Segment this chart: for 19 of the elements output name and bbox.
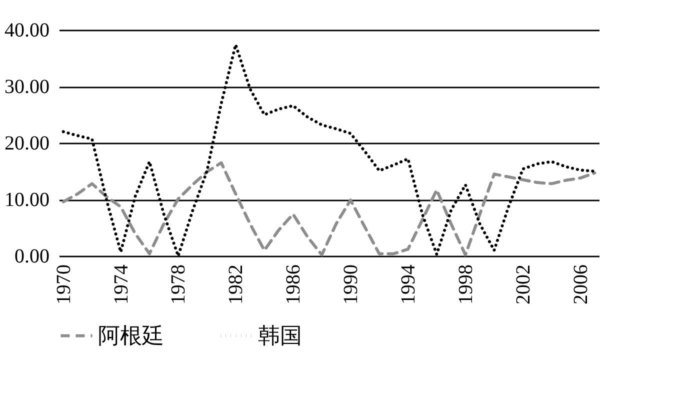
x-tick-label: 1986 <box>282 264 305 304</box>
line-series <box>62 43 596 258</box>
x-tick-label: 1994 <box>397 264 420 304</box>
x-tick-label: 1974 <box>110 264 132 304</box>
legend-label: 韩国 <box>258 322 302 348</box>
x-tick-label: 1990 <box>340 264 362 304</box>
x-tick-label: 1978 <box>168 264 190 304</box>
line-series <box>62 161 596 256</box>
y-tick-label: 30.00 <box>4 76 50 98</box>
y-tick-label: 0.00 <box>14 246 50 268</box>
x-tick-label: 2002 <box>512 264 534 304</box>
legend-label: 阿根廷 <box>98 322 164 348</box>
y-tick-label: 20.00 <box>4 132 50 154</box>
x-tick-label: 1970 <box>52 264 75 304</box>
x-tick-label: 1982 <box>225 264 248 304</box>
x-tick-label: 1998 <box>454 264 477 304</box>
y-tick-label: 40.00 <box>4 20 50 42</box>
x-tick-label: 2006 <box>570 264 592 304</box>
y-tick-label: 10.00 <box>4 189 50 211</box>
